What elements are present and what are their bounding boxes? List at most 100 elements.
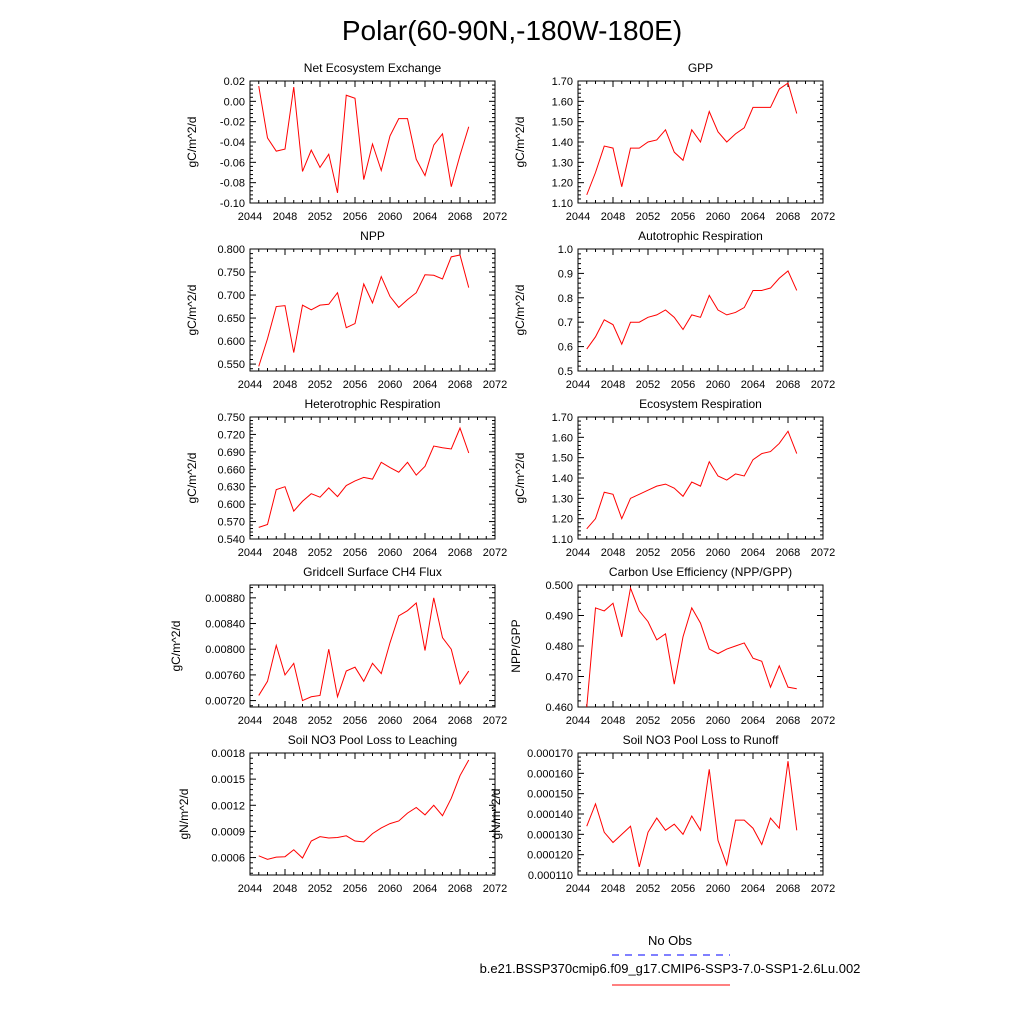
- x-tick-label: 2048: [601, 547, 625, 559]
- y-tick-label: 0.000170: [527, 748, 573, 760]
- x-tick-label: 2052: [636, 883, 660, 895]
- x-tick-label: 2052: [636, 715, 660, 727]
- y-tick-label: 0.570: [217, 517, 245, 529]
- y-axis-label: gC/m^2/d: [513, 453, 527, 504]
- y-tick-label: 1.10: [552, 534, 573, 546]
- x-tick-label: 2068: [448, 883, 472, 895]
- series-line-1: [258, 85, 470, 193]
- series-line-1: [586, 82, 798, 196]
- x-tick-label: 2056: [343, 211, 367, 223]
- x-tick-label: 2072: [483, 883, 507, 895]
- x-tick-label: 2044: [566, 547, 590, 559]
- panel-title: Soil NO3 Pool Loss to Runoff: [623, 733, 780, 747]
- x-tick-label: 2064: [741, 547, 765, 559]
- panel-title: Autotrophic Respiration: [638, 229, 763, 243]
- x-tick-label: 2060: [378, 715, 402, 727]
- x-tick-label: 2060: [706, 715, 730, 727]
- x-tick-label: 2044: [238, 379, 262, 391]
- y-tick-label: -0.06: [220, 157, 245, 169]
- y-tick-label: 0.600: [217, 499, 245, 511]
- y-tick-label: 0.000140: [527, 809, 573, 821]
- x-tick-label: 2068: [448, 715, 472, 727]
- y-axis-label: gC/m^2/d: [169, 621, 183, 672]
- legend-label-model-run: b.e21.BSSP370cmip6.f09_g17.CMIP6-SSP3-7.…: [480, 961, 861, 976]
- y-tick-label: 0.800: [217, 244, 245, 256]
- x-tick-label: 2048: [601, 211, 625, 223]
- y-tick-label: 0.500: [545, 580, 573, 592]
- legend-label-no-obs: No Obs: [648, 933, 693, 948]
- panel-2: GPP gC/m^2/d 2044 2048 2052 2056 2060 2064 2068 2…: [513, 61, 835, 223]
- x-tick-label: 2072: [483, 211, 507, 223]
- y-tick-label: 0.550: [217, 359, 245, 371]
- y-tick-label: 0.690: [217, 447, 245, 459]
- y-tick-label: 0.720: [217, 429, 245, 441]
- panel-6: Ecosystem Respiration gC/m^2/d 2044 2048 205…: [513, 397, 835, 559]
- x-tick-label: 2048: [601, 379, 625, 391]
- x-tick-label: 2056: [343, 547, 367, 559]
- y-tick-label: 0.540: [217, 534, 245, 546]
- x-tick-label: 2072: [483, 715, 507, 727]
- y-tick-label: 1.40: [552, 473, 573, 485]
- plot-frame: [249, 752, 496, 876]
- x-tick-label: 2060: [706, 547, 730, 559]
- x-tick-label: 2060: [378, 379, 402, 391]
- x-tick-label: 2072: [811, 547, 835, 559]
- x-tick-label: 2072: [483, 379, 507, 391]
- plot-frame: [577, 416, 824, 540]
- x-tick-label: 2048: [273, 715, 297, 727]
- y-axis-label: gN/m^2/d: [489, 789, 503, 840]
- x-tick-label: 2044: [238, 883, 262, 895]
- x-tick-label: 2064: [413, 211, 437, 223]
- y-tick-label: 0.0009: [211, 826, 245, 838]
- plot-frame: [577, 584, 824, 708]
- y-tick-label: 0.0012: [211, 800, 245, 812]
- panel-3: NPP gC/m^2/d 2044 2048 2052 2056 2060 2064 2068 2…: [185, 229, 507, 391]
- series-line-1: [586, 761, 798, 867]
- y-tick-label: 0.00840: [205, 619, 245, 631]
- x-tick-label: 2052: [308, 547, 332, 559]
- y-tick-label: 1.20: [552, 514, 573, 526]
- series-line-1: [258, 597, 470, 702]
- y-tick-label: 0.650: [217, 313, 245, 325]
- panel-title: GPP: [688, 61, 713, 75]
- x-tick-label: 2072: [811, 883, 835, 895]
- x-tick-label: 2048: [601, 715, 625, 727]
- plot-frame: [249, 416, 496, 540]
- plot-frame: [577, 248, 824, 372]
- panel-title: Carbon Use Efficiency (NPP/GPP): [609, 565, 792, 579]
- plot-frame: [249, 584, 496, 708]
- y-tick-label: 0.00720: [205, 696, 245, 708]
- plot-frame: [249, 80, 496, 204]
- x-tick-label: 2056: [671, 883, 695, 895]
- panel-title: Soil NO3 Pool Loss to Leaching: [288, 733, 457, 747]
- x-tick-label: 2068: [776, 883, 800, 895]
- x-tick-label: 2068: [448, 547, 472, 559]
- series-line-1: [586, 430, 798, 530]
- y-tick-label: 0.480: [545, 641, 573, 653]
- y-tick-label: 0.600: [217, 336, 245, 348]
- panel-5: Heterotrophic Respiration gC/m^2/d 2044 204…: [185, 397, 507, 559]
- y-tick-label: 0.00: [224, 96, 245, 108]
- panel-4: Autotrophic Respiration gC/m^2/d 2044 2048 2…: [513, 229, 835, 391]
- x-tick-label: 2056: [671, 547, 695, 559]
- x-tick-label: 2060: [706, 883, 730, 895]
- y-tick-label: 1.20: [552, 178, 573, 190]
- x-tick-label: 2064: [413, 379, 437, 391]
- x-tick-label: 2044: [566, 211, 590, 223]
- x-tick-label: 2048: [273, 883, 297, 895]
- y-tick-label: 0.000130: [527, 829, 573, 841]
- panel-7: Gridcell Surface CH4 Flux gC/m^2/d 2044 204…: [169, 565, 507, 727]
- y-tick-label: 0.0015: [211, 774, 245, 786]
- x-tick-label: 2064: [741, 211, 765, 223]
- y-tick-label: 0.0018: [211, 748, 245, 760]
- y-tick-label: 0.0006: [211, 853, 245, 865]
- x-tick-label: 2052: [636, 211, 660, 223]
- x-tick-label: 2060: [378, 547, 402, 559]
- x-tick-label: 2044: [238, 547, 262, 559]
- y-axis-label: gC/m^2/d: [513, 285, 527, 336]
- x-tick-label: 2068: [448, 379, 472, 391]
- x-tick-label: 2052: [636, 379, 660, 391]
- x-tick-label: 2052: [308, 211, 332, 223]
- panel-title: NPP: [360, 229, 385, 243]
